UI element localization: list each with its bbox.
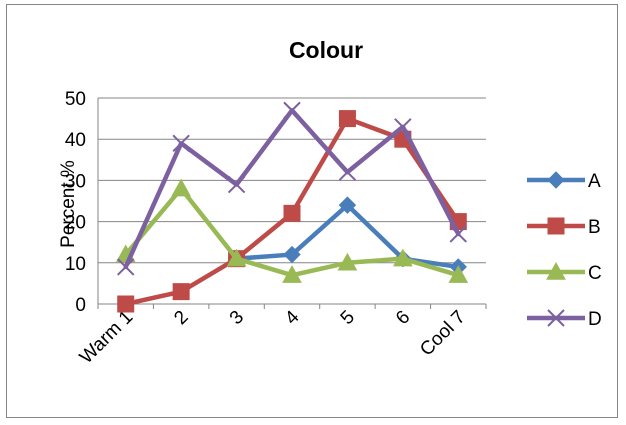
series-a-point [338,196,357,214]
y-tick-labels: 0 10 20 30 40 50 [65,89,86,316]
series-c-point [282,265,302,283]
y-tick-label: 30 [65,171,86,192]
series-c-point [171,178,191,197]
series-layer [115,101,469,313]
y-tick-label: 40 [65,130,86,151]
series-b-point [172,283,190,301]
series-c [115,178,469,283]
series-b-point [338,110,356,128]
y-tick-label: 20 [65,213,86,234]
series-a-point [283,245,301,264]
series-d-point [394,118,412,136]
legend-marker-a [547,171,565,189]
legend-marker-d [547,309,565,327]
series-b [117,110,467,313]
legend-marker-c [546,261,566,280]
y-tick-label: 50 [65,89,86,110]
series-d [117,101,467,276]
series-c-point [393,248,413,267]
axes [97,98,487,309]
legend-label-d: D [588,309,602,330]
legend-item-d: D [527,309,602,330]
legend-label-c: C [588,263,602,284]
series-d-point [172,134,190,153]
series-b-point [283,204,301,222]
series-b-point [117,295,135,313]
series-c-point [226,248,247,267]
legend-item-a: A [527,171,601,192]
chart-border [6,4,618,418]
legend-label-a: A [588,171,601,192]
series-d-point [449,225,467,243]
series-c-point [337,252,358,271]
series-c-point [448,265,469,283]
legend-item-c: C [527,261,602,284]
series-d-point [338,163,357,181]
legend-marker-b [547,217,565,235]
legend: A B C D [527,171,602,330]
series-d-point [283,101,301,120]
legend-label-b: B [588,217,601,238]
y-tick-label: 10 [65,254,86,275]
y-axis-label: Percent % [58,160,79,248]
series-d-point [227,175,246,194]
series-d-point [117,258,135,276]
legend-item-b: B [527,217,601,238]
y-tick-label: 0 [75,295,86,316]
chart-title: Colour [289,37,363,63]
